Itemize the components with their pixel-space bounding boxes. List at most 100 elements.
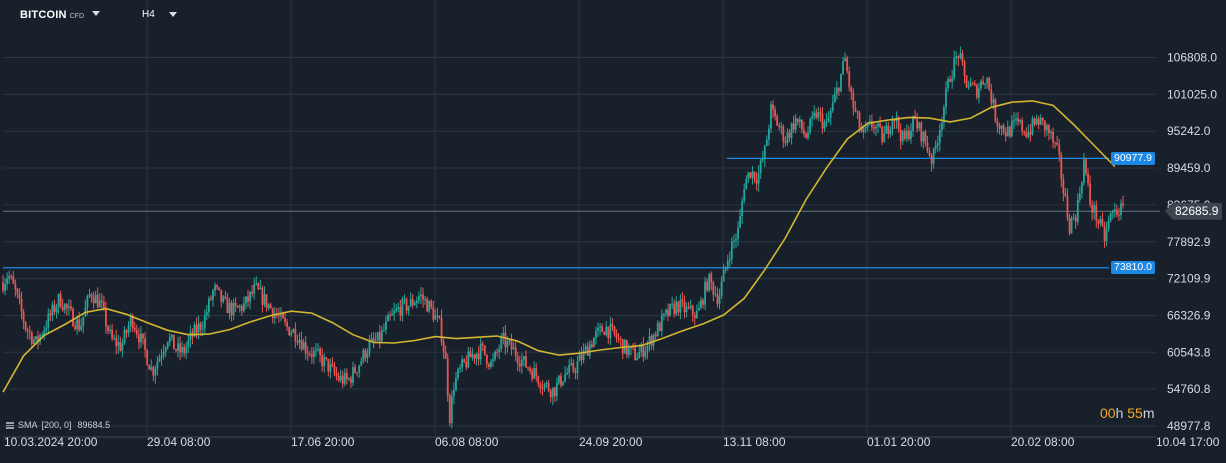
candle-body <box>811 116 814 120</box>
candle-body <box>698 308 700 311</box>
y-tick-label: 106808.0 <box>1167 51 1217 65</box>
candle-body <box>94 294 97 304</box>
candle-body <box>572 363 575 372</box>
candle-body <box>224 296 227 299</box>
candle-body <box>32 339 35 344</box>
candle-body <box>261 287 264 305</box>
timeframe-label: H4 <box>142 9 155 20</box>
candle-body <box>1027 131 1030 137</box>
candle-body <box>387 315 389 322</box>
candle-body <box>864 127 867 129</box>
candle-body <box>681 299 684 302</box>
candle-body <box>739 216 741 228</box>
candle-body <box>850 87 853 93</box>
indicator-menu-icon[interactable] <box>6 421 14 429</box>
candle-body <box>621 339 624 354</box>
horizontal-levels <box>3 157 1160 269</box>
candle-body <box>473 354 476 359</box>
candle-body <box>24 322 27 330</box>
candle-body <box>708 273 711 291</box>
candle-body <box>304 342 307 354</box>
candle-body <box>831 102 834 111</box>
candle-body <box>78 319 81 331</box>
candle-body <box>951 77 954 82</box>
candle-body <box>642 344 645 357</box>
candle-body <box>949 79 952 82</box>
level-price-badge[interactable]: 90977.9 <box>1111 151 1155 165</box>
candle-body <box>490 361 492 367</box>
candle-body <box>317 348 319 350</box>
candle-body <box>840 73 842 92</box>
candle-body <box>446 358 449 396</box>
candle-body <box>718 296 721 305</box>
candle-body <box>733 240 735 242</box>
candle-body <box>146 349 149 366</box>
candle-body <box>1093 205 1096 213</box>
candle-body <box>667 309 669 316</box>
candle-body <box>963 61 966 76</box>
candle-body <box>479 343 482 360</box>
candle-body <box>488 364 490 367</box>
candle-body <box>576 361 579 373</box>
candle-body <box>247 296 249 302</box>
candle-body <box>990 89 993 104</box>
candle-body <box>496 351 499 353</box>
candle-body <box>683 301 686 313</box>
indicator-legend[interactable]: SMA [200, 0] 89684.5 <box>6 420 110 430</box>
candle-body <box>1000 125 1003 129</box>
candle-body <box>613 326 616 334</box>
chevron-down-icon[interactable] <box>92 11 101 16</box>
candle-body <box>881 126 884 143</box>
candle-body <box>1083 159 1085 183</box>
candle-body <box>514 347 517 357</box>
level-price-badge[interactable]: 73810.0 <box>1111 261 1155 275</box>
candle-body <box>1050 131 1052 134</box>
candle-body <box>14 283 17 289</box>
candle-body <box>10 276 13 278</box>
candle-body <box>693 314 696 319</box>
countdown-minutes-unit: m <box>1142 405 1155 421</box>
candle-body <box>380 330 383 342</box>
candle-body <box>590 344 593 348</box>
candle-body <box>370 338 373 342</box>
timeframe-selector[interactable]: H4 <box>142 9 177 20</box>
candle-body <box>759 160 762 173</box>
candle-body <box>893 119 896 121</box>
candle-body <box>448 395 451 424</box>
candle-body <box>144 338 146 350</box>
candle-body <box>67 306 70 309</box>
candle-body <box>780 126 783 128</box>
candle-body <box>1099 219 1102 224</box>
candle-body <box>827 117 830 122</box>
candle-body <box>170 334 173 338</box>
candle-body <box>500 336 503 350</box>
candle-body <box>383 329 385 331</box>
countdown-hours-unit: h <box>1115 405 1124 421</box>
candle-body <box>920 122 923 142</box>
candle-body <box>1060 154 1063 180</box>
candle-body <box>829 110 832 118</box>
candle-body <box>879 123 882 127</box>
candle-body <box>424 299 426 301</box>
candle-body <box>1008 126 1011 137</box>
candle-body <box>805 133 807 138</box>
candle-body <box>660 315 663 331</box>
candle-body <box>137 334 140 343</box>
candle-body <box>809 119 811 133</box>
chevron-down-icon[interactable] <box>168 12 177 17</box>
symbol-selector[interactable]: BITCOIN CFD <box>20 9 101 21</box>
candle-body <box>922 131 925 142</box>
candle-body <box>887 125 890 135</box>
candle-body <box>172 334 175 350</box>
candle-body <box>687 306 690 309</box>
candle-body <box>1120 203 1122 216</box>
candle-body <box>786 132 789 144</box>
candle-body <box>420 294 422 297</box>
candle-body <box>376 332 379 341</box>
candle-body <box>932 148 935 164</box>
candle-body <box>712 282 715 295</box>
candle-body <box>461 359 464 368</box>
candle-body <box>263 294 266 305</box>
